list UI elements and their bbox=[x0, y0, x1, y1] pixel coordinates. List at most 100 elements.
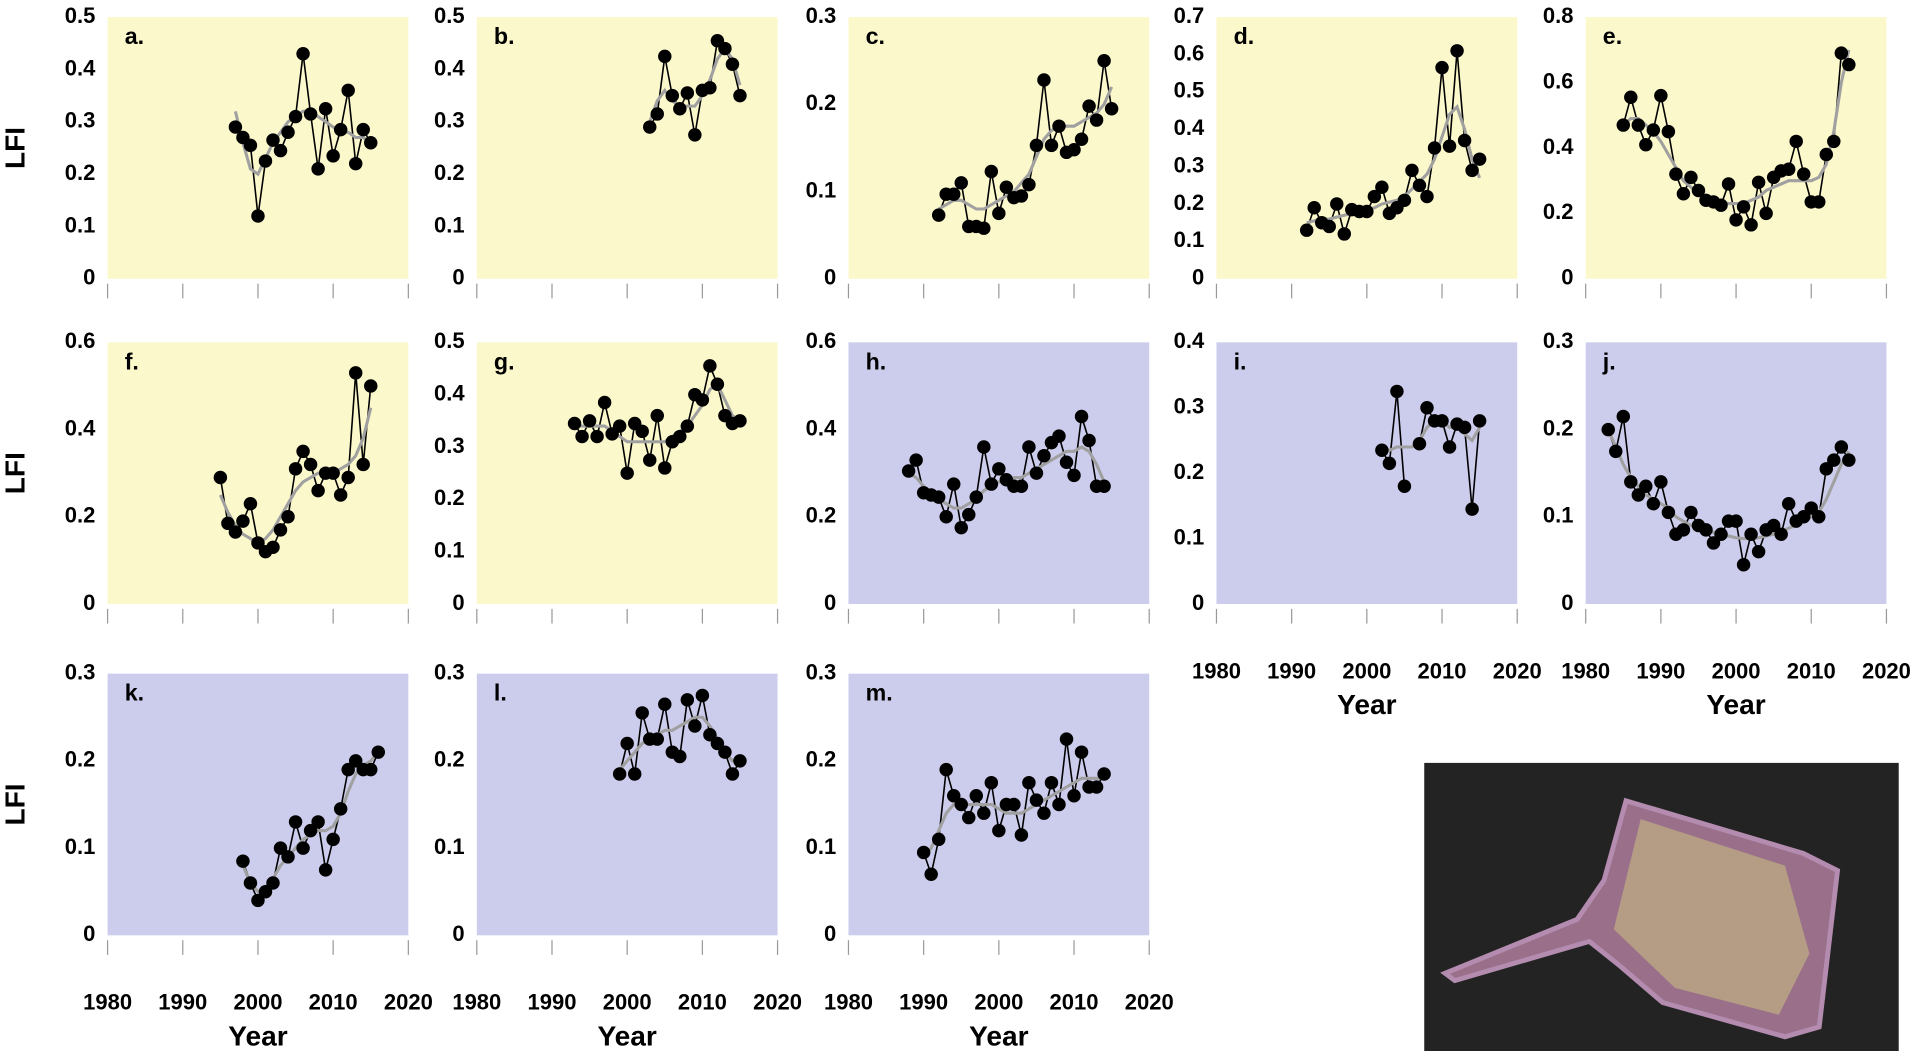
data-point bbox=[954, 520, 968, 535]
y-axis-label: LFI bbox=[0, 452, 31, 494]
y-tick-label: 0.2 bbox=[1543, 199, 1574, 224]
data-point bbox=[281, 125, 295, 139]
y-tick-label: 0.3 bbox=[806, 3, 837, 28]
x-tick-label: 2020 bbox=[384, 990, 433, 1015]
data-point bbox=[1639, 137, 1653, 152]
data-point bbox=[695, 688, 710, 703]
panel: 0 0.1 0.2 0.3 0.4 1980 1990 2000 2010 2020 i. Year bbox=[1174, 328, 1542, 720]
y-tick-label: 0.6 bbox=[1174, 40, 1205, 65]
y-tick-label: 0.1 bbox=[434, 537, 465, 562]
data-point bbox=[348, 156, 363, 171]
y-tick-label: 0 bbox=[83, 590, 95, 615]
panel-title: h. bbox=[866, 348, 887, 374]
data-point bbox=[673, 749, 687, 764]
data-point bbox=[1812, 195, 1826, 209]
data-point bbox=[1082, 99, 1096, 113]
y-tick-label: 0 bbox=[824, 921, 836, 946]
data-point bbox=[1029, 793, 1044, 807]
data-point bbox=[718, 745, 732, 759]
data-point bbox=[341, 762, 355, 777]
y-tick-label: 0.2 bbox=[806, 747, 837, 772]
y-tick-label: 0.3 bbox=[806, 659, 837, 684]
panel: 0 0.1 0.2 0.3 0.4 0.5 0.6 0.7 d. bbox=[1174, 3, 1518, 299]
y-tick-label: 0 bbox=[824, 590, 836, 615]
panel: 0 0.1 0.2 0.3 0.4 0.5 b. bbox=[434, 3, 779, 299]
data-point bbox=[1052, 797, 1066, 812]
data-point bbox=[243, 876, 258, 890]
data-point bbox=[1624, 90, 1638, 105]
data-point bbox=[318, 863, 333, 877]
data-point bbox=[1669, 167, 1683, 181]
data-point bbox=[733, 414, 747, 428]
data-point bbox=[620, 736, 634, 751]
data-point bbox=[1744, 218, 1758, 232]
data-point bbox=[1052, 429, 1066, 443]
data-point bbox=[1104, 101, 1119, 116]
x-axis-label: Year bbox=[1337, 689, 1396, 720]
y-tick-label: 0.6 bbox=[1543, 68, 1574, 93]
data-point bbox=[251, 536, 265, 550]
data-point bbox=[273, 841, 288, 855]
data-point bbox=[266, 876, 280, 890]
data-point bbox=[703, 359, 717, 373]
data-point bbox=[1037, 449, 1051, 463]
data-point bbox=[228, 525, 243, 539]
data-point bbox=[597, 395, 612, 410]
x-tick-label: 2020 bbox=[1493, 658, 1542, 683]
data-point bbox=[348, 754, 363, 768]
y-tick-label: 0.5 bbox=[434, 328, 465, 353]
data-point bbox=[1714, 527, 1728, 541]
y-tick-label: 0.2 bbox=[1174, 190, 1205, 215]
data-point bbox=[1661, 505, 1676, 520]
data-point bbox=[725, 57, 740, 71]
x-tick-label: 2000 bbox=[603, 990, 652, 1015]
panel: 0 0.1 0.2 0.3 1980 1990 2000 2010 2020 m. Year bbox=[806, 659, 1174, 1051]
data-point bbox=[635, 706, 649, 720]
data-point bbox=[984, 775, 999, 790]
panel: 0 0.2 0.4 0.6 h. bbox=[806, 328, 1150, 624]
data-point bbox=[1654, 475, 1668, 489]
data-point bbox=[1014, 189, 1029, 203]
y-tick-label: 0.3 bbox=[434, 433, 465, 458]
y-tick-label: 0.3 bbox=[65, 108, 96, 133]
data-point bbox=[1781, 496, 1796, 511]
data-point bbox=[1804, 501, 1818, 515]
data-point bbox=[977, 440, 991, 454]
data-point bbox=[1029, 138, 1044, 153]
data-point bbox=[1082, 433, 1096, 448]
y-tick-label: 0.5 bbox=[434, 3, 465, 28]
y-tick-label: 0.2 bbox=[65, 503, 96, 528]
data-point bbox=[1631, 488, 1646, 502]
data-point bbox=[1074, 132, 1089, 146]
data-point bbox=[984, 164, 999, 179]
y-tick-label: 0.1 bbox=[65, 834, 96, 859]
data-point bbox=[1059, 455, 1074, 469]
data-point bbox=[1812, 510, 1826, 524]
panel: 0 0.1 0.2 0.3 1980 1990 2000 2010 2020 j. Year bbox=[1543, 328, 1911, 720]
data-point bbox=[1029, 466, 1044, 480]
data-point bbox=[977, 221, 991, 235]
plot-area bbox=[848, 673, 1150, 936]
data-point bbox=[590, 429, 604, 444]
data-point bbox=[1427, 141, 1442, 155]
y-tick-label: 0 bbox=[1561, 590, 1573, 615]
data-point bbox=[658, 49, 672, 64]
x-axis-label: Year bbox=[1706, 689, 1765, 720]
data-point bbox=[1624, 475, 1638, 489]
y-tick-label: 0.1 bbox=[806, 177, 837, 202]
data-point bbox=[1330, 197, 1344, 211]
data-point bbox=[1751, 175, 1766, 190]
y-tick-label: 0 bbox=[452, 590, 464, 615]
data-point bbox=[333, 802, 348, 816]
data-point bbox=[371, 745, 385, 759]
data-point bbox=[962, 810, 976, 825]
y-tick-label: 0 bbox=[1192, 265, 1204, 290]
y-tick-label: 0.6 bbox=[806, 328, 837, 353]
y-tick-label: 0 bbox=[83, 921, 95, 946]
data-point bbox=[326, 466, 340, 480]
data-point bbox=[236, 854, 250, 868]
data-point bbox=[1382, 456, 1397, 471]
data-point bbox=[1759, 206, 1773, 221]
panel: 0 0.1 0.2 0.3 c. bbox=[806, 3, 1150, 299]
